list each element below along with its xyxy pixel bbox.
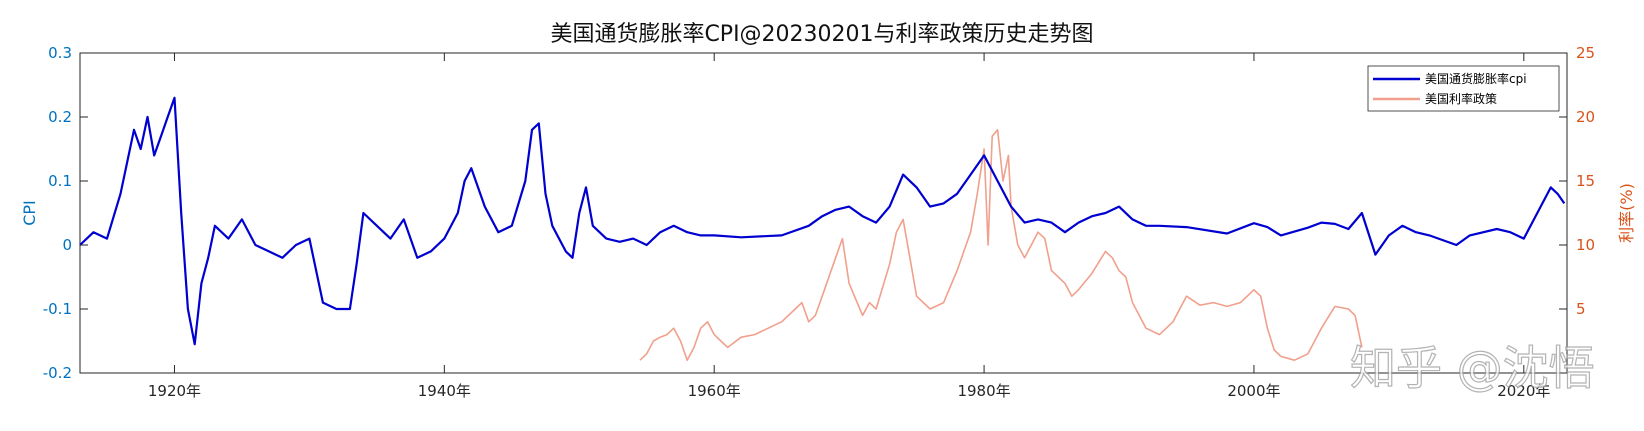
series-line-rate — [639, 129, 1363, 362]
legend-label-rate: 美国利率政策 — [1425, 91, 1497, 106]
x-tick-label: 2000年 — [1227, 382, 1280, 400]
x-tick-label: 2020年 — [1497, 382, 1550, 400]
right-tick-label: 20 — [1576, 108, 1595, 126]
left-tick-label: 0.1 — [48, 172, 72, 190]
left-tick-label: 0.3 — [48, 44, 72, 62]
left-tick-label: -0.1 — [43, 300, 72, 318]
right-tick-label: 25 — [1576, 44, 1595, 62]
legend: 美国通货膨胀率cpi 美国利率政策 — [1367, 65, 1560, 112]
x-tick-label: 1920年 — [148, 382, 201, 400]
x-tick-label: 1940年 — [418, 382, 471, 400]
right-tick-label: 10 — [1576, 236, 1595, 254]
series-layer — [79, 96, 1566, 362]
right-axis: 5 10 15 20 25 — [1559, 44, 1595, 318]
x-tick-label: 1960年 — [688, 382, 741, 400]
plot-area — [79, 52, 1568, 374]
left-tick-label: -0.2 — [43, 364, 72, 382]
chart-title: 美国通货膨胀率CPI@20230201与利率政策历史走势图 — [550, 22, 1093, 47]
right-tick-label: 5 — [1576, 300, 1586, 318]
x-tick-label: 1980年 — [957, 382, 1010, 400]
legend-label-cpi: 美国通货膨胀率cpi — [1425, 71, 1527, 86]
left-axis-label: CPI — [20, 200, 39, 226]
right-tick-label: 15 — [1576, 172, 1595, 190]
legend-box — [1367, 65, 1560, 112]
left-axis: -0.2 -0.1 0 0.1 0.2 0.3 — [43, 44, 88, 382]
series-line-cpi — [79, 96, 1566, 346]
left-tick-label: 0 — [62, 236, 72, 254]
right-axis-label: 利率(%) — [1617, 183, 1636, 243]
x-axis: 1920年 1940年 1960年 1980年 2000年 2020年 — [148, 53, 1550, 400]
watermark: 知乎 @沈悟 — [1350, 341, 1595, 395]
left-tick-label: 0.2 — [48, 108, 72, 126]
